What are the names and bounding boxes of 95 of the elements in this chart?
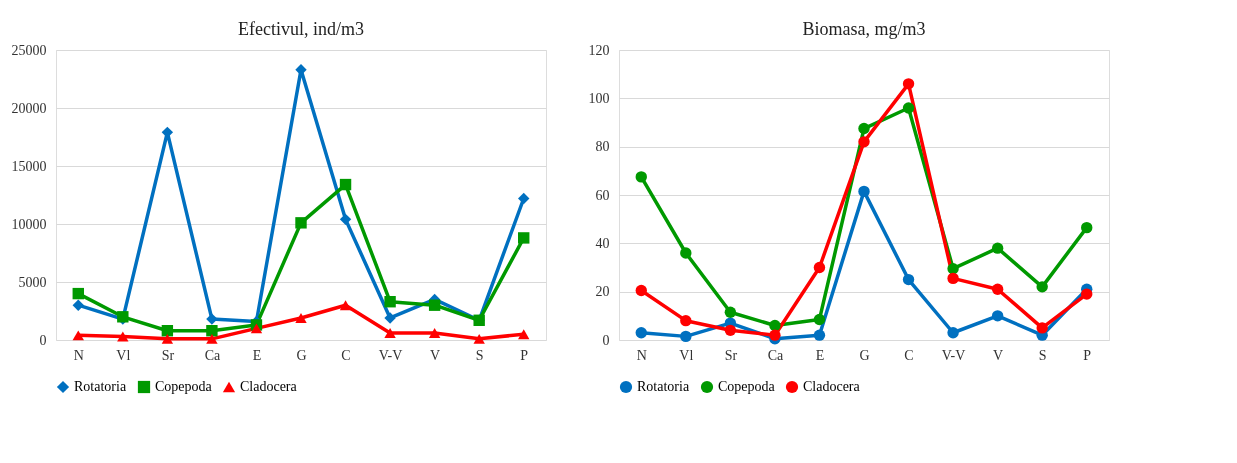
point: [902, 102, 915, 114]
point: [161, 325, 174, 337]
point: [339, 178, 352, 191]
point: [680, 247, 692, 259]
point: [206, 313, 218, 325]
x-tick-label: V: [993, 347, 1004, 363]
point: [813, 329, 826, 341]
point: [250, 323, 263, 334]
point: [858, 136, 870, 148]
point: [724, 306, 737, 318]
x-tick-label: N: [73, 347, 84, 363]
x-tick-label: Ca: [204, 347, 221, 363]
legend-label: Rotatoria: [637, 379, 690, 394]
y-tick-label: 60: [595, 187, 610, 203]
point: [518, 329, 530, 340]
x-tick-label: S: [475, 347, 484, 363]
point: [161, 333, 174, 344]
chart-title: Efectivul, ind/m3: [238, 19, 364, 39]
y-tick-label: 5000: [18, 274, 47, 290]
y-tick-label: 15000: [11, 158, 47, 174]
point: [902, 78, 915, 90]
x-tick-label: Vl: [116, 347, 131, 363]
x-tick-label: E: [252, 347, 262, 363]
point: [72, 330, 84, 341]
y-tick-label: 0: [39, 332, 47, 348]
point: [72, 287, 84, 300]
point: [947, 263, 959, 275]
point: [858, 122, 870, 135]
y-tick-label: 0: [602, 332, 610, 348]
point: [518, 192, 530, 205]
x-tick-label: P: [520, 347, 529, 363]
point: [902, 273, 915, 286]
point: [947, 327, 959, 339]
point: [769, 329, 781, 341]
point: [428, 328, 441, 338]
point: [1036, 281, 1048, 293]
point: [1081, 288, 1093, 300]
legend-label: Cladocera: [803, 379, 861, 394]
legend-label: Rotatoria: [74, 379, 127, 394]
chart-title: Biomasa, mg/m3: [802, 19, 926, 39]
point: [991, 283, 1004, 295]
point: [635, 327, 647, 339]
point: [72, 299, 84, 311]
point: [384, 296, 396, 308]
point: [991, 242, 1004, 254]
legend-label: Copepoda: [718, 379, 776, 394]
x-tick-label: Sr: [161, 347, 175, 363]
point: [295, 217, 307, 229]
point: [858, 185, 870, 198]
y-tick-label: 10000: [11, 216, 47, 232]
x-tick-label: S: [1038, 347, 1047, 363]
y-tick-label: 20000: [11, 100, 47, 116]
y-tick-label: 20: [595, 284, 610, 300]
y-tick-label: 80: [595, 139, 610, 155]
point: [1036, 322, 1048, 334]
x-tick-label: Ca: [767, 347, 784, 363]
point: [947, 272, 959, 285]
point: [206, 333, 218, 344]
x-tick-label: P: [1083, 347, 1092, 363]
point: [384, 312, 396, 324]
x-tick-label: V-V: [941, 347, 966, 363]
x-tick-label: C: [904, 347, 914, 363]
x-tick-label: Sr: [724, 347, 738, 363]
point: [384, 328, 396, 338]
point: [473, 333, 485, 344]
y-tick-label: 120: [588, 42, 610, 58]
point: [680, 330, 692, 343]
x-tick-label: C: [341, 347, 351, 363]
point: [813, 313, 826, 326]
point: [339, 300, 352, 311]
point: [991, 310, 1004, 322]
y-tick-label: 25000: [11, 42, 47, 58]
point: [813, 261, 826, 274]
point: [295, 313, 307, 323]
point: [428, 299, 441, 311]
point: [339, 213, 352, 226]
y-tick-label: 100: [588, 90, 610, 106]
point: [206, 325, 218, 337]
point: [769, 319, 781, 332]
x-tick-label: E: [815, 347, 825, 363]
x-tick-label: G: [859, 347, 870, 363]
legend-label: Copepoda: [155, 379, 213, 394]
legend-label: Cladocera: [240, 379, 298, 394]
x-tick-label: G: [296, 347, 307, 363]
point: [635, 284, 647, 297]
point: [635, 171, 647, 183]
x-tick-label: V-V: [378, 347, 403, 363]
point: [518, 232, 530, 244]
x-tick-label: Vl: [679, 347, 694, 363]
x-tick-label: V: [430, 347, 441, 363]
y-tick-label: 40: [595, 235, 610, 251]
point: [724, 324, 737, 337]
point: [680, 314, 692, 327]
point: [1081, 221, 1093, 234]
x-tick-label: N: [636, 347, 647, 363]
